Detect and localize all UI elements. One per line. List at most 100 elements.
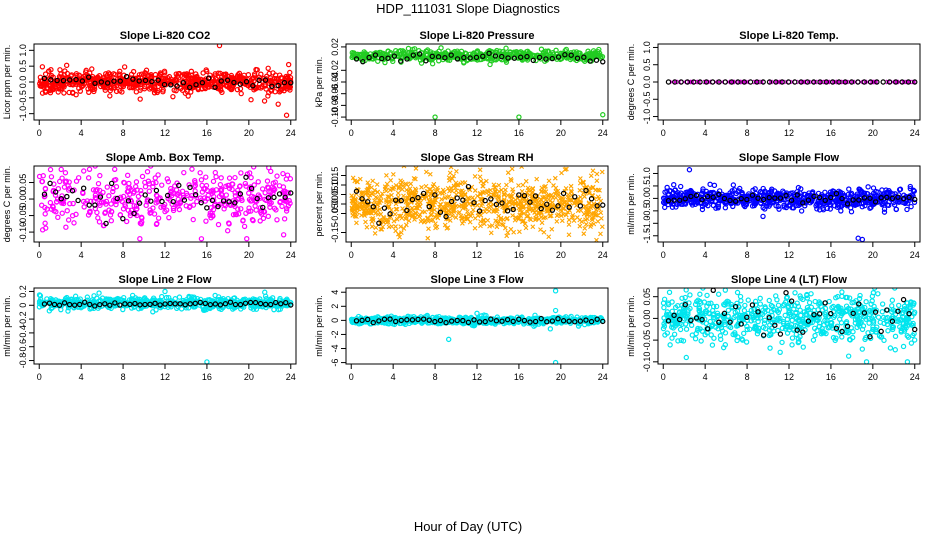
data-point xyxy=(92,166,98,169)
data-point xyxy=(516,192,522,198)
data-point xyxy=(169,201,175,207)
data-point xyxy=(393,206,399,212)
data-point xyxy=(385,55,391,61)
data-point xyxy=(160,203,166,210)
y-axis-label: ml/min per min. xyxy=(314,295,324,357)
data-point xyxy=(157,302,163,308)
data-point xyxy=(409,205,415,211)
data-point xyxy=(424,47,431,53)
data-point xyxy=(438,45,444,51)
data-point xyxy=(144,169,151,175)
data-point xyxy=(42,185,49,192)
data-point xyxy=(203,67,209,73)
data-point xyxy=(203,218,209,224)
data-point xyxy=(513,197,518,203)
data-point xyxy=(519,209,524,215)
data-point xyxy=(488,187,493,193)
data-point xyxy=(454,195,460,201)
data-point xyxy=(442,55,448,61)
data-point xyxy=(448,198,455,205)
data-point xyxy=(517,54,524,60)
data-point xyxy=(581,190,586,196)
data-point xyxy=(137,96,143,102)
data-point xyxy=(260,301,267,308)
data-point xyxy=(458,213,464,219)
data-point xyxy=(108,218,115,224)
data-point xyxy=(396,185,402,191)
data-point xyxy=(665,79,672,85)
x-tick-label: 8 xyxy=(433,250,438,260)
data-point xyxy=(181,169,187,176)
data-point xyxy=(378,226,384,232)
y-tick-label: -0.10 xyxy=(330,107,340,128)
data-point xyxy=(788,197,795,203)
data-point xyxy=(96,290,102,296)
data-point xyxy=(501,191,507,197)
data-point xyxy=(266,188,272,195)
data-point xyxy=(779,79,785,85)
data-point xyxy=(549,226,555,232)
data-point xyxy=(467,55,473,61)
data-point xyxy=(785,79,792,85)
data-point xyxy=(83,67,89,74)
data-point xyxy=(832,197,839,204)
data-point xyxy=(534,176,540,182)
data-point xyxy=(454,182,459,188)
data-point xyxy=(448,52,454,58)
data-point xyxy=(822,197,828,204)
data-point xyxy=(465,216,471,222)
data-point xyxy=(494,193,499,199)
data-point xyxy=(397,234,402,240)
data-point xyxy=(237,191,244,197)
data-point xyxy=(120,193,127,200)
data-point xyxy=(187,298,194,305)
data-point xyxy=(70,200,76,207)
data-point xyxy=(455,182,461,188)
data-point xyxy=(287,176,294,182)
data-point xyxy=(413,176,418,182)
data-point xyxy=(711,182,718,189)
data-point xyxy=(288,80,294,86)
data-point xyxy=(196,302,203,308)
data-point xyxy=(248,97,254,103)
data-point xyxy=(213,174,219,180)
y-axis-label: kPa per min. xyxy=(314,57,324,108)
data-point xyxy=(121,294,127,301)
data-point xyxy=(134,301,141,308)
data-point xyxy=(432,207,437,213)
panel-title: Slope Sample Flow xyxy=(739,152,840,164)
data-point xyxy=(738,195,744,202)
x-tick-label: 0 xyxy=(37,250,42,260)
data-point xyxy=(437,209,444,215)
data-point xyxy=(425,235,431,241)
data-point xyxy=(516,114,522,120)
data-point xyxy=(189,166,195,172)
x-tick-label: 16 xyxy=(202,250,212,260)
data-point xyxy=(418,218,424,224)
data-point xyxy=(55,185,62,192)
data-point xyxy=(265,65,271,72)
data-point xyxy=(555,54,562,60)
data-point xyxy=(114,198,120,204)
data-point xyxy=(61,300,68,306)
data-point xyxy=(904,206,910,213)
data-point xyxy=(175,196,181,203)
data-point xyxy=(870,185,877,191)
data-point xyxy=(451,183,457,189)
data-point xyxy=(526,53,533,59)
data-point xyxy=(835,79,841,85)
data-point xyxy=(824,205,831,212)
data-point xyxy=(439,196,444,202)
data-points xyxy=(37,44,294,118)
data-point xyxy=(874,79,880,85)
data-point xyxy=(192,300,198,307)
data-point xyxy=(370,190,376,196)
data-point xyxy=(563,166,569,172)
data-point xyxy=(64,193,70,200)
data-point xyxy=(699,206,706,213)
data-point xyxy=(97,301,103,308)
data-point xyxy=(104,72,111,79)
data-point xyxy=(594,237,599,242)
